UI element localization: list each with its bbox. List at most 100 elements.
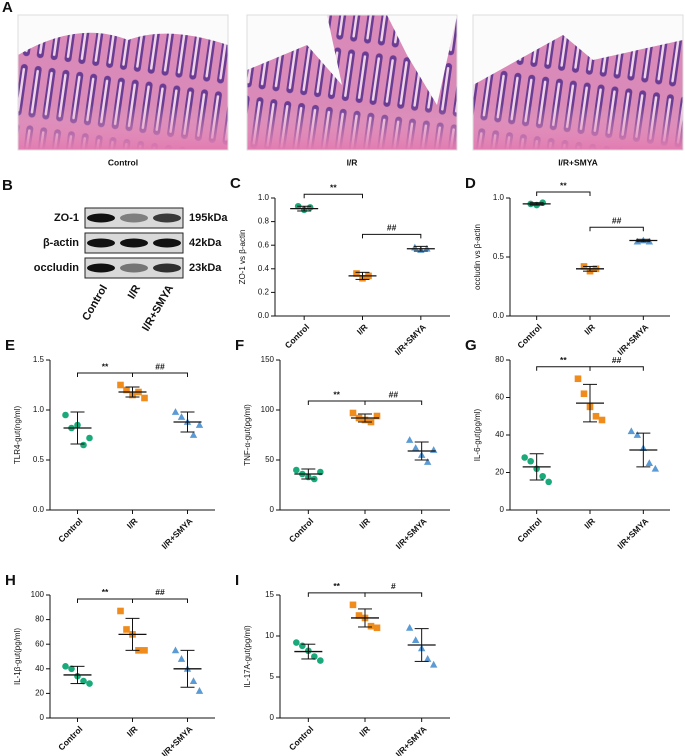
data-point [189,677,198,684]
lane-label: I/R+SMYA [140,283,176,333]
blot-row-label: occludin [34,262,80,274]
data-point [429,446,438,453]
significance-bracket [77,372,133,377]
panel-label: D [465,175,476,192]
data-point [195,687,204,694]
significance-label: ** [333,581,340,591]
y-tick-label: 0.6 [258,240,270,249]
y-axis-label: TNF-α-gut(pg/ml) [243,404,252,466]
data-point [405,436,414,443]
x-tick-label: Control [515,322,543,350]
data-point [123,386,130,394]
significance-label: ## [155,587,165,597]
significance-bracket [362,233,422,239]
blot-row-label: ZO-1 [54,212,79,224]
significance-bracket [132,598,188,603]
data-point [405,623,414,631]
lumen [473,15,683,85]
band [120,238,148,248]
y-tick-label: 0.0 [33,505,45,514]
panel-label: H [5,572,16,589]
histology-image [17,14,229,151]
data-point [80,441,87,449]
muscle-layer [18,105,228,150]
significance-bracket [77,598,133,603]
significance-label: ** [560,180,567,190]
significance-bracket [589,366,644,371]
y-tick-label: 60 [495,393,504,402]
data-point [598,416,606,424]
y-axis-label: TLR4-gut(ng/ml) [13,406,22,465]
x-tick-label: Control [287,724,315,752]
significance-bracket [132,372,188,377]
data-point [141,394,148,402]
x-tick-label: Control [56,516,84,544]
significance-bracket [536,191,591,196]
x-tick-label: I/R+SMYA [159,724,194,756]
data-point [189,431,198,438]
y-axis-label: IL-1β-gut(pg/ml) [13,628,22,685]
data-point [355,612,363,619]
y-axis-label: occludin vs β-actin [473,224,482,290]
y-tick-label: 15 [265,590,274,599]
blot-size-label: 23kDa [189,262,222,274]
y-tick-label: 50 [265,455,274,464]
y-tick-label: 40 [35,664,44,673]
x-tick-label: I/R+SMYA [394,724,429,756]
x-tick-label: I/R+SMYA [615,322,650,357]
lane-label: Control [80,283,110,323]
significance-bracket [307,592,366,597]
y-tick-label: 0 [40,713,45,722]
band [87,263,115,273]
y-tick-label: 100 [31,590,45,599]
significance-bracket [307,400,366,405]
data-point [171,408,180,415]
y-tick-label: 20 [35,689,44,698]
data-point [574,375,582,383]
y-tick-label: 0.5 [493,252,505,261]
y-tick-label: 10 [265,631,274,640]
blot-size-label: 42kDa [189,237,222,249]
y-axis-label: IL-17A-gut(pg/ml) [243,625,252,688]
y-tick-label: 20 [495,468,504,477]
image-label: I/R+SMYA [558,157,598,167]
data-point [117,607,124,615]
band [153,238,181,248]
data-point [349,601,357,609]
blot-strip [84,207,184,229]
data-point [423,458,432,465]
data-point [545,478,552,486]
x-tick-label: Control [287,516,315,544]
data-point [539,472,546,480]
image-border [472,14,684,151]
data-point [521,454,528,461]
y-tick-label: 80 [35,615,44,624]
blot-row-label: β-actin [43,237,79,249]
data-point [311,653,318,660]
significance-bracket [303,193,363,199]
y-tick-label: 5 [270,672,275,681]
data-point [86,434,93,442]
y-tick-label: 1.0 [258,193,270,202]
x-tick-label: I/R [357,516,372,531]
image-border [246,14,458,151]
data-point [411,243,419,251]
band [87,238,115,248]
band [153,263,181,273]
x-tick-label: Control [515,516,543,544]
significance-label: ** [102,361,109,371]
y-tick-label: 1.0 [493,193,505,202]
significance-label: ** [102,587,109,597]
muscle-layer [473,105,683,150]
data-point [293,639,300,646]
data-point [353,270,360,277]
band [120,213,148,223]
y-tick-label: 1.0 [33,405,45,414]
data-point [580,390,588,398]
lumen [18,15,228,55]
y-tick-label: 150 [261,355,275,364]
panel-label: F [235,337,244,354]
x-tick-label: I/R [125,516,140,531]
data-point [195,421,204,428]
